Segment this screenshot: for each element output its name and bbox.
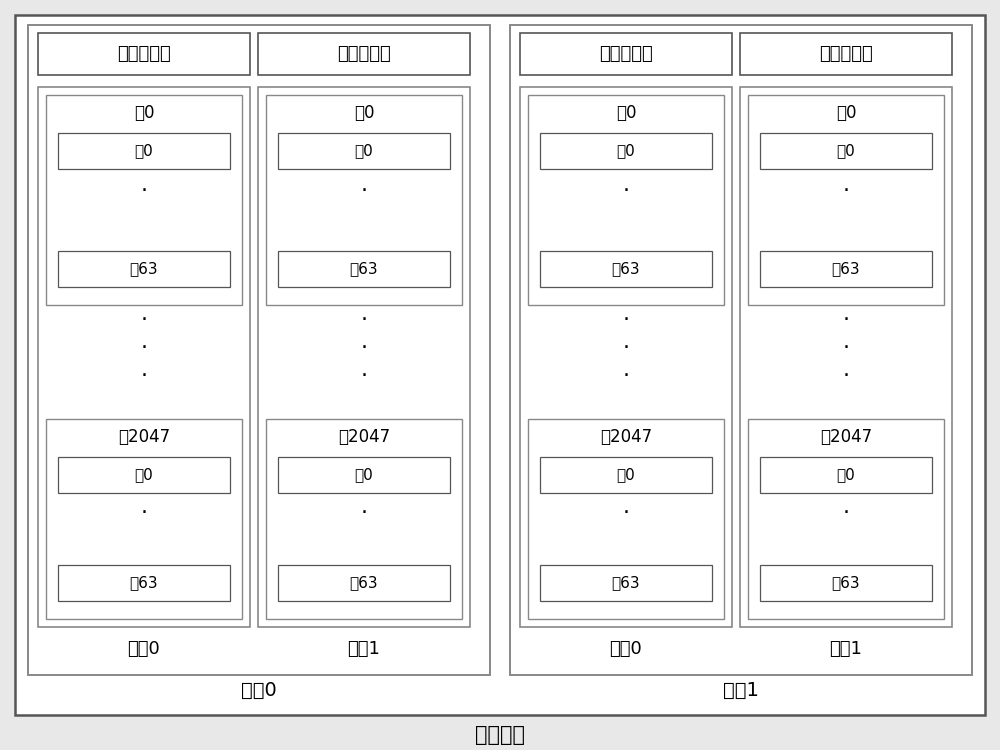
Text: 晶圶1: 晶圶1 — [723, 680, 759, 700]
Text: 分组1: 分组1 — [830, 640, 862, 658]
Bar — [58, 565, 230, 601]
Bar — [28, 25, 490, 675]
Text: 鸿63: 鸿63 — [832, 262, 860, 277]
Text: ·: · — [842, 310, 850, 330]
Text: ·: · — [842, 338, 850, 358]
Text: ·: · — [140, 366, 148, 386]
Bar — [46, 95, 242, 305]
Text: ·: · — [360, 181, 368, 201]
Text: 分组0: 分组0 — [610, 640, 642, 658]
Bar — [528, 419, 724, 619]
Text: ·: · — [360, 338, 368, 358]
Bar — [760, 457, 932, 493]
Text: 块0: 块0 — [836, 104, 856, 122]
Bar — [278, 457, 450, 493]
Text: 块0: 块0 — [134, 104, 154, 122]
Text: 鸿63: 鸿63 — [350, 575, 378, 590]
Text: ·: · — [360, 310, 368, 330]
Bar — [748, 419, 944, 619]
Bar — [520, 33, 732, 75]
Text: 鸿0: 鸿0 — [135, 143, 153, 158]
Bar — [760, 565, 932, 601]
Bar — [740, 33, 952, 75]
Text: 鸿63: 鸿63 — [350, 262, 378, 277]
Bar — [266, 419, 462, 619]
Text: 块2047: 块2047 — [118, 428, 170, 446]
Bar — [266, 95, 462, 305]
Text: 鸿63: 鸿63 — [832, 575, 860, 590]
Text: 鸿0: 鸿0 — [617, 143, 635, 158]
Text: 块2047: 块2047 — [600, 428, 652, 446]
Text: ·: · — [140, 338, 148, 358]
Bar — [528, 95, 724, 305]
Text: 鸿0: 鸿0 — [617, 467, 635, 482]
Bar — [58, 251, 230, 287]
Text: 数据寄存器: 数据寄存器 — [117, 45, 171, 63]
Text: 分组1: 分组1 — [348, 640, 380, 658]
Text: 块0: 块0 — [616, 104, 636, 122]
Bar — [278, 133, 450, 169]
Text: ·: · — [622, 310, 630, 330]
Text: ·: · — [140, 181, 148, 201]
Bar — [38, 87, 250, 627]
Text: 数据寄存器: 数据寄存器 — [599, 45, 653, 63]
Text: 数据寄存器: 数据寄存器 — [819, 45, 873, 63]
Bar — [46, 419, 242, 619]
Text: 数据寄存器: 数据寄存器 — [337, 45, 391, 63]
Text: 鸿63: 鸿63 — [612, 575, 640, 590]
Text: ·: · — [622, 181, 630, 201]
Bar — [540, 251, 712, 287]
Text: 鸿0: 鸿0 — [837, 467, 855, 482]
Bar — [740, 87, 952, 627]
Text: 分组0: 分组0 — [128, 640, 160, 658]
Bar — [760, 133, 932, 169]
Text: 鸿0: 鸿0 — [355, 467, 373, 482]
Text: ·: · — [842, 366, 850, 386]
Bar — [58, 457, 230, 493]
Text: ·: · — [360, 366, 368, 386]
Text: 鸿0: 鸿0 — [355, 143, 373, 158]
Bar — [258, 87, 470, 627]
Bar — [58, 133, 230, 169]
Text: ·: · — [842, 503, 850, 523]
Text: 鸿63: 鸿63 — [130, 575, 158, 590]
Text: 闪存芯片: 闪存芯片 — [475, 725, 525, 745]
Text: 鸿0: 鸿0 — [837, 143, 855, 158]
Text: ·: · — [140, 310, 148, 330]
Text: 块2047: 块2047 — [820, 428, 872, 446]
Bar — [258, 33, 470, 75]
Bar — [540, 133, 712, 169]
Bar — [278, 251, 450, 287]
Bar — [510, 25, 972, 675]
Text: 鸿63: 鸿63 — [612, 262, 640, 277]
Text: ·: · — [622, 338, 630, 358]
Text: ·: · — [140, 503, 148, 523]
Text: 晶圶0: 晶圶0 — [241, 680, 277, 700]
Bar — [540, 457, 712, 493]
Text: ·: · — [622, 366, 630, 386]
Bar — [760, 251, 932, 287]
Text: 块0: 块0 — [354, 104, 374, 122]
Bar — [278, 565, 450, 601]
Bar — [520, 87, 732, 627]
Bar — [540, 565, 712, 601]
Text: ·: · — [842, 181, 850, 201]
Bar — [748, 95, 944, 305]
Text: 鸿0: 鸿0 — [135, 467, 153, 482]
Text: ·: · — [360, 503, 368, 523]
Text: 块2047: 块2047 — [338, 428, 390, 446]
Text: 鸿63: 鸿63 — [130, 262, 158, 277]
Bar — [38, 33, 250, 75]
Text: ·: · — [622, 503, 630, 523]
